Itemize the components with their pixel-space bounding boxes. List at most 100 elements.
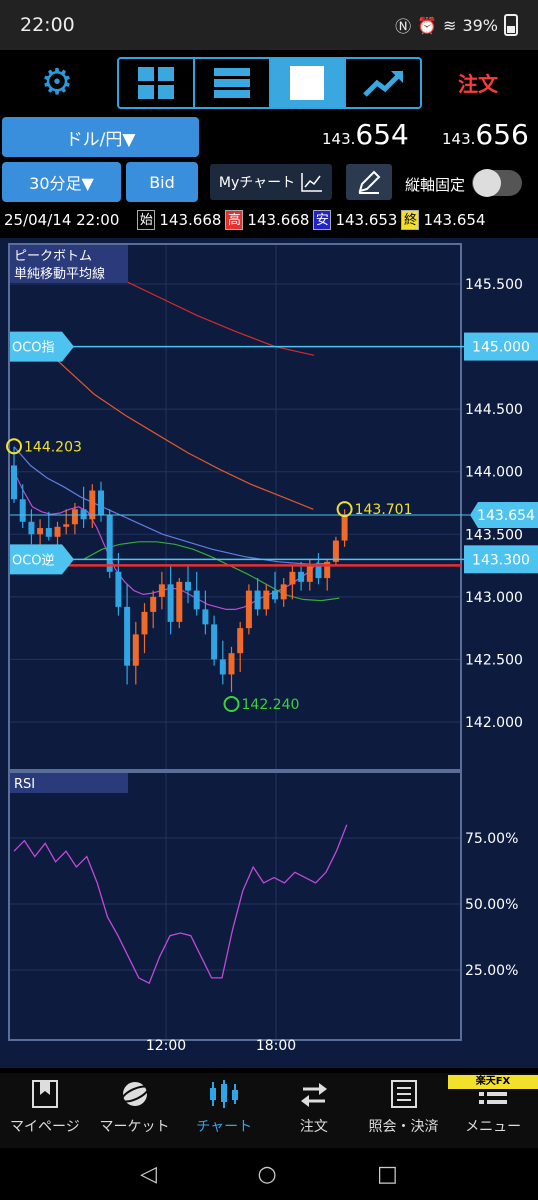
trend-up-icon xyxy=(363,71,404,97)
status-bar: 22:00 Ⓝ ⏰ ≋ 39% xyxy=(0,0,538,50)
rows-icon xyxy=(213,68,250,98)
price-tick-label: 145.500 xyxy=(465,277,523,293)
single-pane-icon xyxy=(290,66,325,100)
candle-body xyxy=(289,571,296,585)
current-price-value: 143.654 xyxy=(477,508,535,524)
indicator-peak-bottom: ピークボトム xyxy=(14,249,92,264)
mychart-button[interactable]: Myチャート xyxy=(210,164,332,200)
candle-body xyxy=(193,590,200,610)
timeframe-select[interactable]: 30分足▼ xyxy=(2,162,121,202)
recents-icon[interactable]: □ xyxy=(377,1161,398,1187)
nav-mypage[interactable]: マイページ xyxy=(0,1073,90,1148)
candle-body xyxy=(185,581,191,591)
candle-body xyxy=(80,509,87,520)
nav-market-label: マーケット xyxy=(99,1119,170,1135)
high-value: 143.668 xyxy=(247,211,310,229)
ohlc-row: 25/04/14 22:00 始 143.668 高 143.668 安 143… xyxy=(0,206,538,234)
line-chart-icon xyxy=(301,173,323,192)
rsi-panel-frame xyxy=(8,771,462,1041)
status-time: 22:00 xyxy=(20,14,75,36)
nav-chart-label: チャート xyxy=(196,1119,253,1135)
currency-pair-select[interactable]: ドル/円▼ xyxy=(2,117,199,157)
oco-stop-tag[interactable] xyxy=(10,544,74,575)
layout-single-button[interactable] xyxy=(270,59,347,107)
oco-stop-price: 143.300 xyxy=(472,552,530,568)
bottom-low-label: 142.240 xyxy=(242,697,300,713)
sma-green-line xyxy=(83,541,340,602)
current-price-tag xyxy=(470,502,538,529)
brand-badge: 楽天FX xyxy=(448,1075,538,1089)
candle-body xyxy=(280,584,287,600)
order-button[interactable]: 注文 xyxy=(458,72,498,96)
open-value: 143.668 xyxy=(159,211,222,229)
candle-body xyxy=(71,509,78,525)
peak-high-marker xyxy=(6,438,22,455)
candle-body xyxy=(89,490,96,520)
candle-body xyxy=(306,565,313,582)
rsi-tick-label: 50.00% xyxy=(465,897,518,913)
order-icon xyxy=(300,1083,327,1107)
indicator-legend-box xyxy=(10,245,128,283)
candle-body xyxy=(245,590,252,629)
candle-body xyxy=(132,634,139,666)
candle-body xyxy=(237,628,244,654)
ohlc-datetime: 25/04/14 22:00 xyxy=(4,211,120,229)
candle-body xyxy=(11,465,17,500)
price-tick-label: 142.000 xyxy=(465,715,523,731)
nav-order[interactable]: 注文 xyxy=(269,1073,359,1148)
oco-limit-price: 145.000 xyxy=(472,340,530,356)
candle-body xyxy=(141,611,148,635)
chart-area[interactable]: 145.500 145.000 144.500 144.000 143.500 143.0… xyxy=(0,238,538,1068)
oco-limit-price-box xyxy=(464,332,538,361)
candle-body xyxy=(219,659,226,675)
indicator-sma: 単純移動平均線 xyxy=(14,266,105,282)
nav-market[interactable]: マーケット xyxy=(90,1073,180,1148)
price-tick-label: 144.000 xyxy=(465,465,523,481)
candle-body xyxy=(63,524,70,527)
home-icon[interactable]: ○ xyxy=(257,1161,277,1187)
candle-body xyxy=(54,526,61,537)
candle-body xyxy=(202,609,209,625)
candle-body xyxy=(106,515,113,572)
drawing-tool-button[interactable] xyxy=(346,164,392,200)
bid-price-main: 654 xyxy=(355,118,409,151)
low-value: 143.653 xyxy=(335,211,398,229)
nav-inquiry[interactable]: 照会・決済 xyxy=(359,1073,449,1148)
layout-switcher xyxy=(117,57,422,109)
candle-body xyxy=(45,528,52,537)
ask-price-prefix: 143. xyxy=(442,130,476,148)
back-icon[interactable]: ◁ xyxy=(140,1161,158,1187)
nav-chart[interactable]: チャート xyxy=(179,1073,269,1148)
price-tick-label: 143.000 xyxy=(465,590,523,606)
price-chart[interactable]: 145.500 145.000 144.500 144.000 143.500 143.0… xyxy=(0,238,538,1068)
trend-chart-button[interactable] xyxy=(346,59,420,107)
candle-body xyxy=(211,624,218,660)
layout-quad-button[interactable] xyxy=(119,59,195,107)
battery-percent: 39% xyxy=(462,15,498,35)
axis-fix-toggle[interactable] xyxy=(472,169,522,197)
bid-price[interactable]: 143. 654 xyxy=(322,118,409,158)
rsi-legend-box xyxy=(10,773,128,793)
candle-body xyxy=(98,490,104,516)
close-tag: 終 xyxy=(401,210,420,230)
nav-inquiry-label: 照会・決済 xyxy=(368,1119,439,1135)
axis-fix-label: 縦軸固定 xyxy=(405,176,466,194)
sma-mid-line xyxy=(13,446,329,565)
nav-order-label: 注文 xyxy=(299,1119,328,1135)
ledger-icon xyxy=(390,1080,417,1108)
ask-price[interactable]: 143. 656 xyxy=(442,118,529,158)
oco-limit-tag[interactable] xyxy=(10,331,74,362)
candle-body xyxy=(176,581,183,622)
bid-ask-toggle-button[interactable]: Bid xyxy=(126,162,198,202)
system-navigation: ◁ ○ □ xyxy=(0,1148,538,1200)
rsi-tick-label: 25.00% xyxy=(465,963,518,979)
gear-icon[interactable]: ⚙ xyxy=(40,62,74,103)
bookmark-icon xyxy=(31,1080,58,1108)
time-tick-label: 12:00 xyxy=(146,1038,186,1054)
time-tick-label: 18:00 xyxy=(256,1038,296,1054)
mychart-label: Myチャート xyxy=(218,175,296,191)
candle-body xyxy=(341,514,348,541)
oco-stop-price-box xyxy=(464,545,538,574)
candle-body xyxy=(298,571,305,582)
layout-rows-button[interactable] xyxy=(195,59,271,107)
